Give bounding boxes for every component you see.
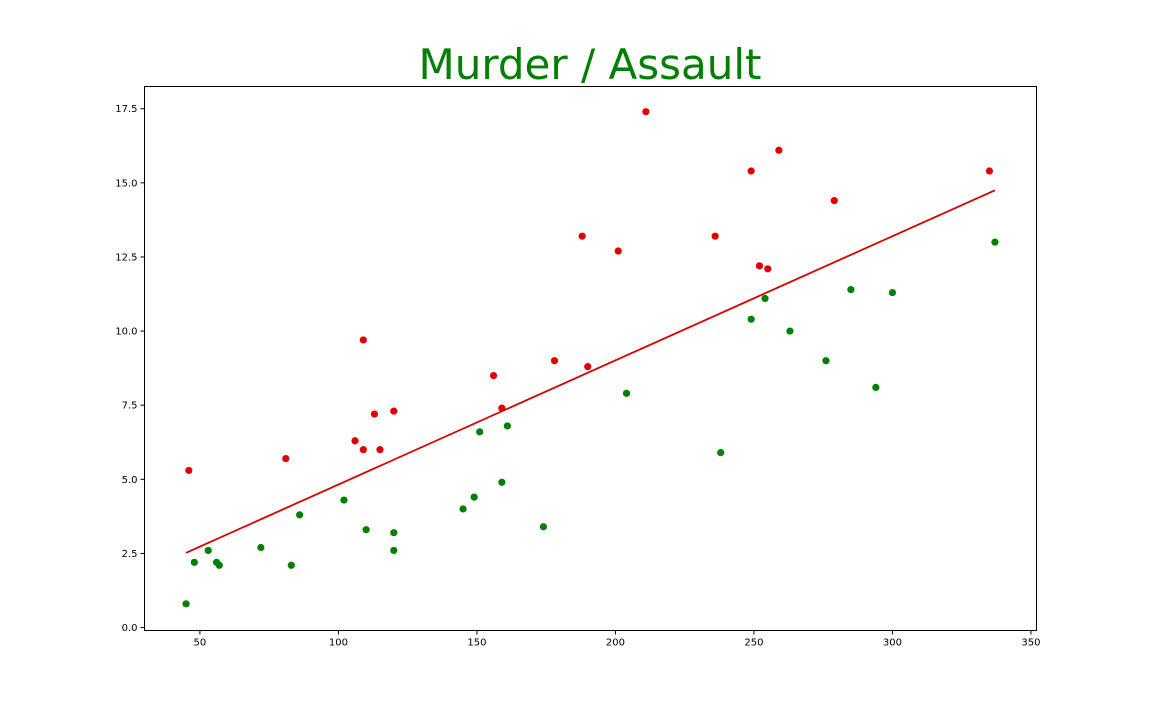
scatter-point xyxy=(711,232,719,240)
scatter-point xyxy=(215,561,223,569)
scatter-point xyxy=(340,496,348,504)
scatter-point xyxy=(761,294,769,303)
y-tick-label: 15.0 xyxy=(115,178,137,189)
fit-line xyxy=(185,189,996,554)
scatter-point xyxy=(755,262,764,270)
scatter-point xyxy=(257,543,265,552)
y-tick-label: 5.0 xyxy=(122,475,138,486)
scatter-point xyxy=(830,197,838,205)
scatter-point xyxy=(622,389,631,397)
scatter-point xyxy=(614,247,622,255)
y-tick-label: 17.5 xyxy=(115,104,137,115)
scatter-point xyxy=(282,454,290,463)
scatter-point xyxy=(287,561,295,569)
x-tick-label: 250 xyxy=(744,638,763,649)
scatter-point xyxy=(539,523,548,531)
scatter-point xyxy=(359,446,367,454)
y-tick-label: 0.0 xyxy=(122,623,138,634)
scatter-point xyxy=(390,546,398,555)
scatter-point xyxy=(822,357,830,365)
x-tick-label: 200 xyxy=(606,638,625,649)
scatter-point xyxy=(503,422,511,430)
scatter-point xyxy=(775,146,783,154)
scatter-point xyxy=(872,383,880,392)
x-tick-label: 50 xyxy=(194,638,207,649)
scatter-point xyxy=(390,529,398,537)
y-tick-label: 12.5 xyxy=(115,252,137,263)
scatter-point xyxy=(182,600,190,608)
scatter-point xyxy=(747,315,755,323)
plot-frame xyxy=(144,86,1037,631)
scatter-point xyxy=(489,371,498,380)
scatter-point xyxy=(584,363,592,371)
x-tick-label: 150 xyxy=(467,638,486,649)
scatter-point xyxy=(376,446,384,454)
y-tick-label: 10.0 xyxy=(115,327,137,338)
scatter-point xyxy=(362,526,370,534)
scatter-point xyxy=(764,265,772,273)
scatter-point xyxy=(991,238,999,246)
x-tick-label: 350 xyxy=(1021,638,1040,649)
scatter-point xyxy=(498,478,506,486)
scatter-point xyxy=(717,449,725,457)
scatter-point xyxy=(476,428,484,436)
scatter-point xyxy=(185,466,193,475)
scatter-point xyxy=(550,357,559,365)
scatter-point xyxy=(578,232,586,240)
y-tick-label: 7.5 xyxy=(122,401,138,412)
scatter-point xyxy=(359,336,367,344)
scatter-point xyxy=(390,407,398,415)
scatter-point xyxy=(190,558,198,566)
scatter-point xyxy=(351,437,359,445)
plot-area xyxy=(182,108,999,608)
scatter-point xyxy=(204,546,212,555)
scatter-point xyxy=(747,167,755,175)
x-tick-label: 100 xyxy=(329,638,348,649)
scatter-point xyxy=(985,167,994,175)
scatter-point xyxy=(296,511,304,519)
scatter-point xyxy=(459,505,467,513)
scatter-point xyxy=(847,285,855,294)
x-tick-label: 300 xyxy=(883,638,902,649)
scatter-point xyxy=(642,108,650,116)
scatter-point xyxy=(888,288,897,297)
axes: 50 100 150 200 250 300 350 0.0 2.5 5.0 7.5 10.0 12.5… xyxy=(115,104,1040,648)
scatter-point xyxy=(786,327,794,335)
scatter-point xyxy=(470,493,478,501)
chart-title: Murder / Assault xyxy=(419,40,762,89)
scatter-point xyxy=(370,410,379,418)
y-tick-label: 2.5 xyxy=(122,549,138,560)
